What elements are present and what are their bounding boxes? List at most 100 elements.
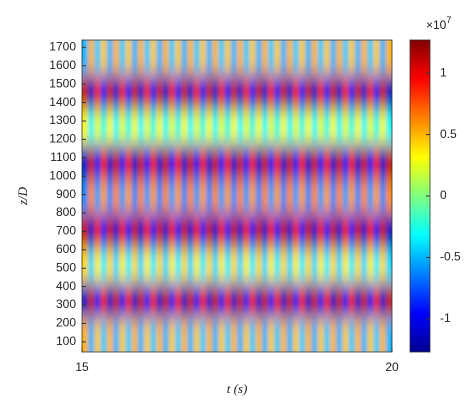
heatmap-cell xyxy=(224,213,232,249)
heatmap-cell xyxy=(82,282,89,318)
heatmap-cell xyxy=(144,40,151,76)
heatmap-cell xyxy=(274,74,281,110)
heatmap-cell xyxy=(119,248,126,284)
heatmap-cell xyxy=(199,144,207,180)
heatmap-cell xyxy=(230,178,238,214)
heatmap-cell xyxy=(305,40,312,76)
heatmap-cell xyxy=(119,109,126,145)
heatmap-cell xyxy=(131,213,139,249)
heatmap-cell xyxy=(385,144,392,180)
heatmap-cell xyxy=(323,248,331,284)
heatmap-cell xyxy=(168,248,176,284)
heatmap-cell xyxy=(131,109,139,145)
heatmap-cell xyxy=(168,109,176,145)
heatmap-cell xyxy=(311,178,319,214)
x-tick-label: 15 xyxy=(75,360,89,374)
heatmap-cell xyxy=(125,213,133,249)
heatmap-cell xyxy=(162,74,170,110)
heatmap-cell xyxy=(224,40,232,76)
heatmap-cell xyxy=(181,144,188,180)
heatmap-cell xyxy=(131,144,139,180)
heatmap-cell xyxy=(373,317,381,352)
heatmap-cell xyxy=(367,248,374,284)
heatmap-cell xyxy=(292,317,300,352)
heatmap-cell xyxy=(373,178,381,214)
heatmap-cell xyxy=(354,317,362,352)
heatmap-cell xyxy=(336,178,343,214)
heatmap-cell xyxy=(330,109,337,145)
heatmap-cell xyxy=(237,282,244,318)
heatmap-cell xyxy=(367,317,374,352)
heatmap-cell xyxy=(88,144,95,180)
heatmap-cell xyxy=(348,40,356,76)
heatmap-cell xyxy=(286,282,294,318)
heatmap-cell xyxy=(113,317,120,352)
heatmap-cell xyxy=(206,40,213,76)
heatmap-cell xyxy=(274,282,281,318)
heatmap-cell xyxy=(311,109,319,145)
heatmap-cell xyxy=(181,109,188,145)
heatmap-cell xyxy=(106,282,114,318)
heatmap-cell xyxy=(348,248,356,284)
heatmap-cell xyxy=(292,248,300,284)
heatmap-cell xyxy=(243,74,250,110)
y-tick-label: 1100 xyxy=(50,150,76,164)
heatmap-cell xyxy=(100,248,108,284)
heatmap-cell xyxy=(230,213,238,249)
heatmap-cell xyxy=(187,282,195,318)
heatmap-cell xyxy=(361,213,368,249)
heatmap-cell xyxy=(385,282,392,318)
heatmap-cell xyxy=(88,317,95,352)
heatmap-cell xyxy=(317,40,325,76)
y-tick-label: 1000 xyxy=(49,168,76,182)
heatmap-cell xyxy=(261,178,269,214)
y-tick-label: 200 xyxy=(56,316,76,330)
heatmap-cell xyxy=(100,109,108,145)
heatmap-cell xyxy=(199,248,207,284)
heatmap-cell xyxy=(162,144,170,180)
heatmap-cell xyxy=(150,74,157,110)
heatmap-cell xyxy=(379,248,387,284)
heatmap-cell xyxy=(379,282,387,318)
y-tick-label: 300 xyxy=(56,297,76,311)
heatmap-cell xyxy=(88,248,95,284)
heatmap-cell xyxy=(137,282,145,318)
heatmap-cell xyxy=(144,144,151,180)
heatmap-cell xyxy=(385,178,392,214)
heatmap-cell xyxy=(255,317,263,352)
heatmap-cell xyxy=(361,282,368,318)
heatmap-cell xyxy=(168,282,176,318)
heatmap-cell xyxy=(367,213,374,249)
heatmap-cell xyxy=(299,144,306,180)
heatmap-cell xyxy=(342,178,350,214)
heatmap-cell xyxy=(218,109,226,145)
heatmap-cell xyxy=(162,40,170,76)
heatmap-cell xyxy=(261,109,269,145)
heatmap-cell xyxy=(106,40,114,76)
heatmap-cell xyxy=(94,109,102,145)
heatmap-cell xyxy=(150,109,157,145)
heatmap-cell xyxy=(280,248,288,284)
heatmap-cell xyxy=(292,144,300,180)
heatmap-cell xyxy=(206,144,213,180)
heatmap-cell xyxy=(212,178,219,214)
heatmap-cell xyxy=(144,178,151,214)
heatmap-cell xyxy=(299,109,306,145)
heatmap-cell xyxy=(137,109,145,145)
heatmap-cell xyxy=(212,248,219,284)
heatmap-cell xyxy=(317,178,325,214)
y-tick-label: 1400 xyxy=(49,95,76,109)
heatmap-cell xyxy=(336,74,343,110)
heatmap-cell xyxy=(317,109,325,145)
heatmap-cell xyxy=(168,40,176,76)
y-tick-label: 500 xyxy=(56,260,76,274)
heatmap-cell xyxy=(373,40,381,76)
heatmap-cell xyxy=(187,213,195,249)
heatmap-cell xyxy=(88,178,95,214)
heatmap-cell xyxy=(181,248,188,284)
heatmap-cell xyxy=(212,317,219,352)
heatmap-cell xyxy=(299,317,306,352)
heatmap-cell xyxy=(137,74,145,110)
heatmap-cell xyxy=(94,248,102,284)
